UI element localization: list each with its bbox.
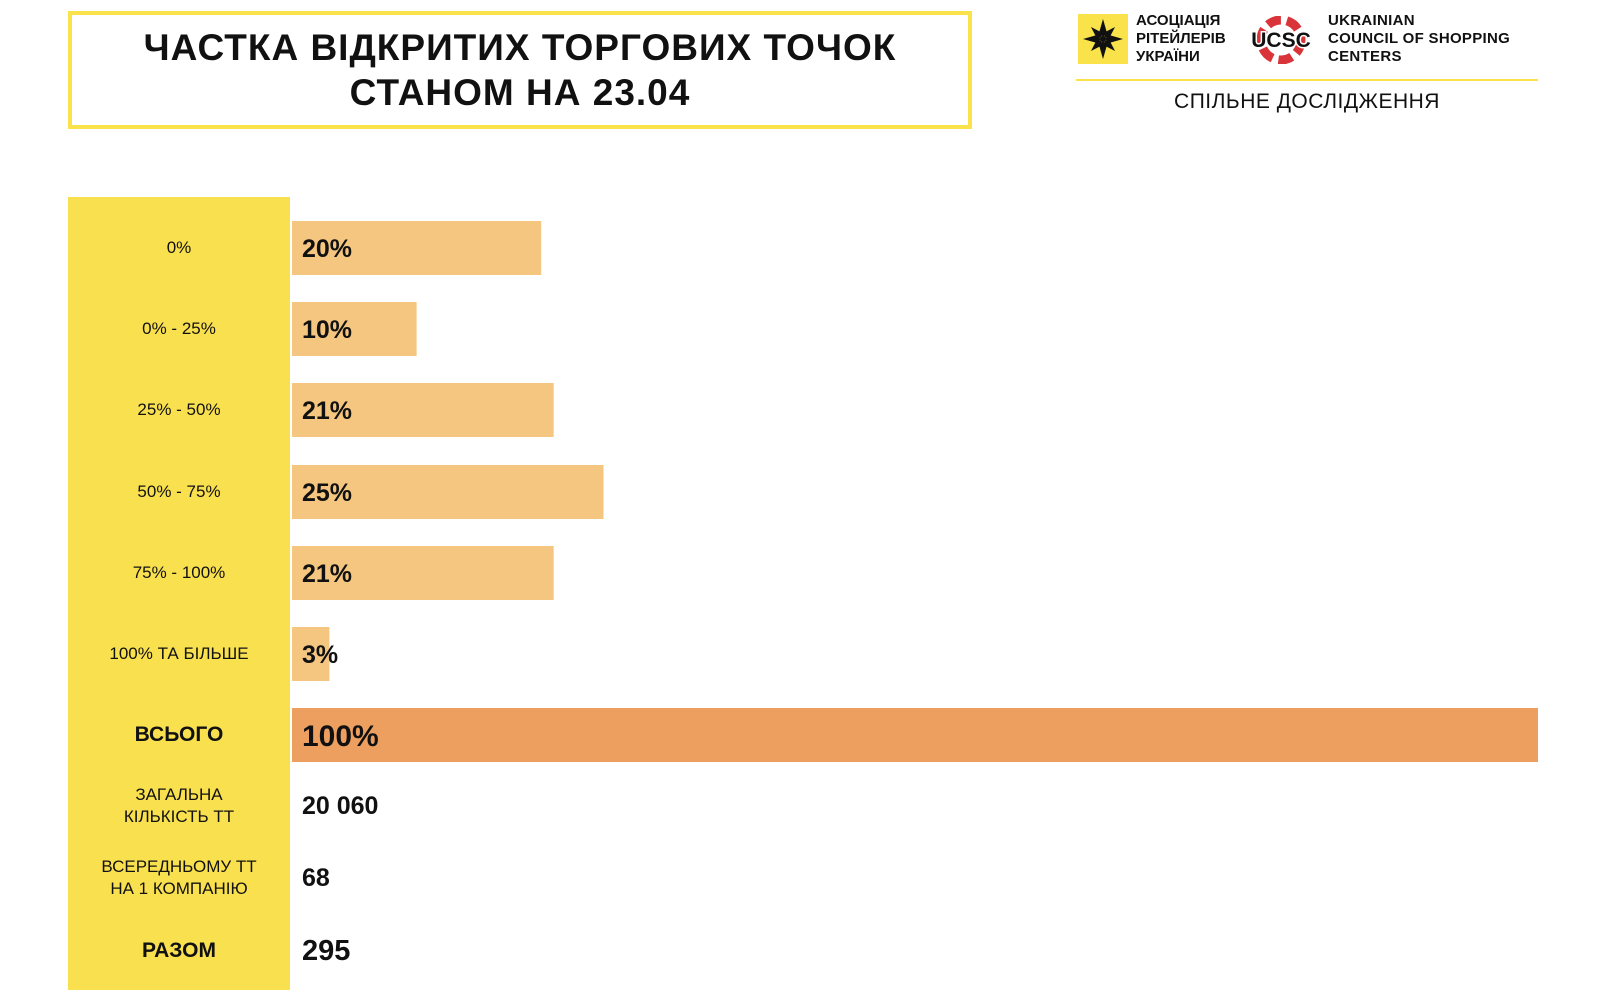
category-label: 25% - 50%	[137, 400, 221, 419]
data-label: 20%	[302, 235, 352, 263]
category-label-column	[68, 197, 290, 990]
total-bar	[292, 708, 1538, 762]
data-label: 21%	[302, 397, 352, 425]
category-label: 50% - 75%	[137, 482, 221, 501]
summary-value: 295	[302, 934, 351, 967]
bar	[292, 546, 554, 600]
logo-divider	[1076, 79, 1538, 81]
data-label: 10%	[302, 316, 352, 344]
data-label: 21%	[302, 560, 352, 588]
category-label: 0% - 25%	[142, 319, 216, 338]
ucsc-mark-text: UCSC	[1251, 29, 1311, 52]
summary-value: 68	[302, 863, 330, 892]
partner-logos: АСОЦІАЦІЯ РІТЕЙЛЕРІВ УКРАЇНИ UCSC UKRAIN…	[1076, 12, 1538, 122]
retailers-association-name: АСОЦІАЦІЯ РІТЕЙЛЕРІВ УКРАЇНИ	[1136, 12, 1226, 65]
category-label: ВСЬОГО	[134, 723, 224, 746]
summary-label-line: РАЗОМ	[141, 939, 217, 962]
bar	[292, 383, 554, 437]
summary-label-line: КІЛЬКІСТЬ ТТ	[123, 807, 235, 826]
summary-label-line: ВСЕРЕДНЬОМУ ТТ	[101, 857, 257, 876]
chart-title-line-2: СТАНОМ НА 23.04	[349, 72, 691, 113]
retailers-association-logo	[1078, 14, 1128, 64]
ucsc-logo: UCSC	[1250, 16, 1312, 64]
joint-study-caption: СПІЛЬНЕ ДОСЛІДЖЕННЯ	[1174, 90, 1440, 113]
category-label: 100% ТА БІЛЬШЕ	[109, 644, 249, 663]
star-ornament-icon	[1083, 19, 1123, 59]
data-label: 3%	[302, 641, 338, 669]
summary-label: ВСЕРЕДНЬОМУ ТТ НА 1 КОМПАНІЮ	[68, 850, 290, 906]
bar	[292, 627, 330, 681]
summary-label: ЗАГАЛЬНА КІЛЬКІСТЬ ТТ	[68, 778, 290, 834]
summary-value: 20 060	[302, 791, 379, 820]
bar	[292, 221, 542, 275]
category-label: 0%	[166, 238, 192, 257]
data-label: 25%	[302, 479, 352, 507]
title-box: ЧАСТКА ВІДКРИТИХ ТОРГОВИХ ТОЧОК СТАНОМ Н…	[68, 11, 972, 129]
category-label: 75% - 100%	[132, 563, 226, 582]
bar	[292, 465, 604, 519]
summary-label-line: ЗАГАЛЬНА	[135, 785, 223, 804]
ucsc-full-name: UKRAINIAN COUNCIL OF SHOPPING CENTERS	[1328, 12, 1511, 65]
chart-title-line-1: ЧАСТКА ВІДКРИТИХ ТОРГОВИХ ТОЧОК	[143, 27, 897, 68]
summary-label: РАЗОМ	[68, 925, 290, 977]
summary-label-line: НА 1 КОМПАНІЮ	[110, 879, 248, 898]
data-label: 100%	[302, 720, 379, 753]
bar	[292, 302, 417, 356]
